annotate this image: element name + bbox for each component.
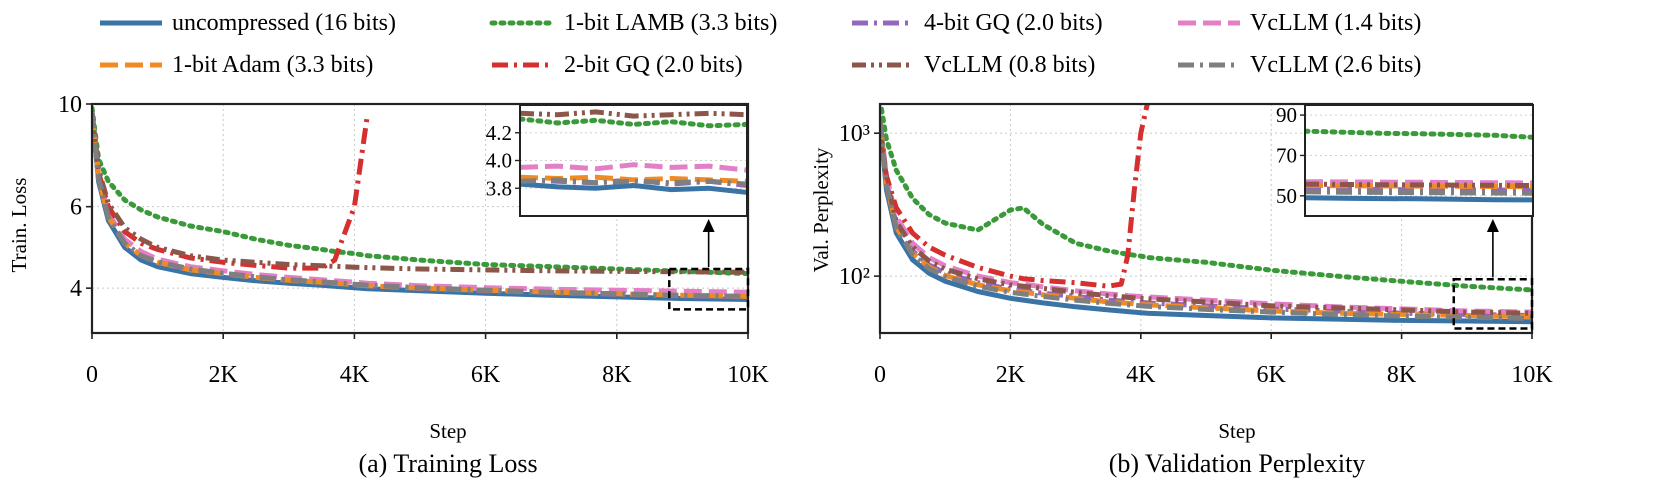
legend-entry: VcLLM (2.6 bits) [1178, 52, 1421, 78]
y-tick-label: 10³ [839, 121, 870, 147]
legend-label: uncompressed (16 bits) [172, 10, 396, 36]
inset-y-tick-label: 70 [1276, 143, 1297, 167]
y-tick-label: 4 [70, 276, 82, 302]
series-line [520, 116, 747, 129]
xlabel-b: Step [1218, 419, 1255, 443]
series-line [92, 111, 748, 275]
axes-frame [878, 102, 1534, 335]
ylabel-a: Train. Loss [7, 178, 31, 273]
series-line [1305, 128, 1533, 140]
x-tick-label: 6K [1257, 362, 1287, 388]
zoom-box [668, 267, 750, 311]
x-tick-label: 4K [340, 362, 370, 388]
legend-entry: 2-bit GQ (2.0 bits) [492, 52, 743, 78]
x-tick-label: 10K [1511, 362, 1553, 388]
xlabel-a: Step [429, 419, 466, 443]
series-line [1305, 195, 1533, 203]
series-line [520, 177, 747, 187]
x-tick-label: 6K [471, 362, 501, 388]
x-tick-label: 2K [996, 362, 1026, 388]
series-line [92, 111, 748, 299]
x-tick-label: 4K [1126, 362, 1156, 388]
series-line [92, 111, 748, 302]
legend-entry: 1-bit LAMB (3.3 bits) [489, 10, 777, 36]
legend-entry: VcLLM (1.4 bits) [1178, 10, 1421, 36]
inset-y-tick-label: 50 [1276, 184, 1297, 208]
series-group [92, 105, 748, 302]
zoom-arrow-head [702, 219, 715, 232]
series-line [1305, 179, 1533, 186]
x-tick-label: 0 [874, 362, 886, 388]
panel-validation-perplexity: (b) Validation Perplexity Step Val. Perp… [809, 102, 1553, 478]
y-tick-label: 10² [839, 264, 870, 290]
legend-label: VcLLM (0.8 bits) [924, 52, 1095, 78]
legend-entry: VcLLM (0.8 bits) [852, 52, 1095, 78]
legend: uncompressed (16 bits) 1-bit LAMB (3.3 bi… [100, 10, 1421, 78]
ylabel-b: Val. Perplexity [809, 147, 833, 272]
legend-label: 1-bit Adam (3.3 bits) [172, 52, 373, 78]
y-tick-label: 6 [70, 195, 82, 221]
legend-entry: 1-bit Adam (3.3 bits) [100, 52, 373, 78]
series-line [1305, 181, 1533, 188]
legend-label: VcLLM (1.4 bits) [1250, 10, 1421, 36]
caption-b: (b) Validation Perplexity [1109, 449, 1366, 478]
series-group [880, 104, 1532, 325]
series-line [520, 181, 747, 195]
inset: 3.8 4.0 4.2 [486, 104, 748, 217]
zoom-box [1452, 278, 1534, 330]
series-line [880, 104, 1532, 293]
inset-y-tick-label: 3.8 [486, 176, 512, 200]
x-tick-label: 2K [209, 362, 239, 388]
inset-frame [1304, 104, 1534, 217]
zoom-arrow-head [1486, 219, 1499, 232]
series-line [880, 121, 1532, 325]
x-tick-label: 0 [86, 362, 98, 388]
series-line [92, 111, 748, 295]
series-line [880, 121, 1532, 321]
series-line [92, 105, 748, 277]
series-line [520, 162, 747, 173]
legend-entry: uncompressed (16 bits) [100, 10, 396, 36]
caption-a: (a) Training Loss [358, 449, 537, 478]
y-tick-label: 10 [58, 92, 82, 118]
legend-label: 1-bit LAMB (3.3 bits) [564, 10, 777, 36]
x-tick-label: 8K [1387, 362, 1417, 388]
legend-label: 4-bit GQ (2.0 bits) [924, 10, 1103, 36]
series-line [92, 111, 370, 271]
x-tick-label: 8K [602, 362, 632, 388]
inset: 50 70 90 [1276, 103, 1534, 217]
axes-frame [90, 102, 750, 335]
inset-y-tick-label: 4.0 [486, 149, 512, 173]
legend-entry: 4-bit GQ (2.0 bits) [852, 10, 1103, 36]
inset-y-tick-label: 4.2 [486, 121, 512, 145]
series-line [880, 121, 1532, 316]
series-line [1305, 186, 1533, 193]
series-line [880, 104, 1150, 289]
series-line [520, 109, 747, 119]
legend-label: 2-bit GQ (2.0 bits) [564, 52, 743, 78]
x-tick-label: 10K [727, 362, 769, 388]
legend-label: VcLLM (2.6 bits) [1250, 52, 1421, 78]
inset-y-tick-label: 90 [1276, 103, 1297, 127]
series-line [1305, 189, 1533, 196]
panel-training-loss: (a) Training Loss Step Train. Loss 0 2K 4K… [7, 92, 769, 478]
